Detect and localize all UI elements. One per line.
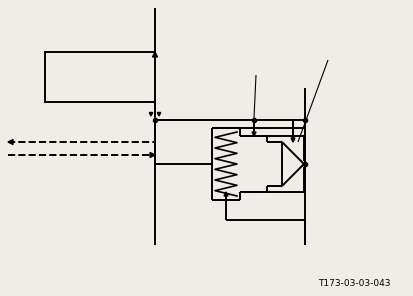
Polygon shape xyxy=(8,139,13,144)
Polygon shape xyxy=(149,112,152,116)
Polygon shape xyxy=(152,52,157,57)
Polygon shape xyxy=(157,112,160,116)
Bar xyxy=(45,52,154,102)
Polygon shape xyxy=(223,192,228,196)
Polygon shape xyxy=(252,132,255,136)
Polygon shape xyxy=(150,152,154,157)
Text: T173-03-03-043: T173-03-03-043 xyxy=(317,279,389,289)
Polygon shape xyxy=(290,138,294,142)
